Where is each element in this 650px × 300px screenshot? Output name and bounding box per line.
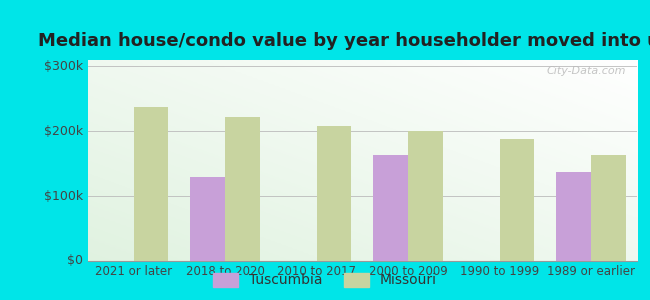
- Title: Median house/condo value by year householder moved into unit: Median house/condo value by year househo…: [38, 32, 650, 50]
- Bar: [592, 155, 626, 261]
- Text: $100k: $100k: [44, 190, 83, 203]
- Bar: [373, 155, 408, 261]
- Text: City-Data.com: City-Data.com: [547, 66, 626, 76]
- Text: $0: $0: [67, 254, 83, 268]
- Bar: [133, 107, 168, 261]
- Bar: [317, 126, 352, 261]
- Bar: [190, 177, 225, 261]
- Text: $300k: $300k: [44, 60, 83, 73]
- Bar: [556, 172, 592, 261]
- Bar: [225, 117, 260, 261]
- Bar: [500, 139, 534, 261]
- Legend: Tuscumbia, Missouri: Tuscumbia, Missouri: [207, 267, 443, 293]
- Text: $200k: $200k: [44, 125, 83, 138]
- Bar: [408, 131, 443, 261]
